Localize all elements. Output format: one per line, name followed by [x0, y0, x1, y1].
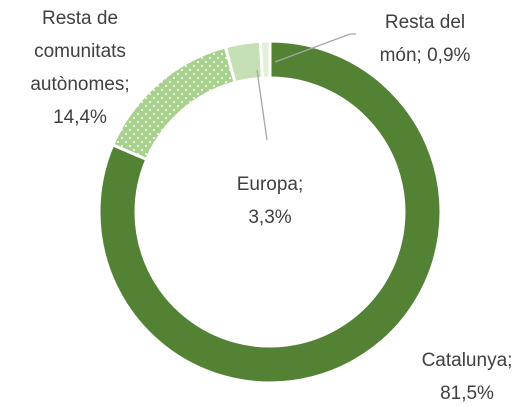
value-label: 81,5% — [440, 383, 494, 404]
label-separator: ; — [298, 174, 304, 195]
data-label: Resta de comunitats autònomes; 14,4% — [15, 2, 145, 134]
leader-line — [256, 69, 268, 141]
category-label: Catalunya — [421, 350, 508, 371]
label-separator: ; — [507, 350, 513, 371]
donut-slice — [97, 39, 443, 385]
category-label: Resta del món — [379, 12, 466, 66]
data-label: Europa; 3,3% — [225, 168, 315, 234]
data-label: Catalunya; 81,5% — [413, 344, 521, 407]
value-label: 0,9% — [427, 45, 471, 66]
data-label: Resta del món; 0,9% — [365, 6, 485, 72]
category-label: Resta de comunitats autònomes — [30, 8, 126, 95]
label-separator: ; — [416, 45, 422, 66]
value-label: 14,4% — [53, 107, 107, 128]
leader-line — [274, 33, 356, 63]
value-label: 3,3% — [248, 207, 292, 228]
label-separator: ; — [124, 74, 130, 95]
donut-slice — [258, 39, 272, 80]
category-label: Europa — [236, 174, 298, 195]
